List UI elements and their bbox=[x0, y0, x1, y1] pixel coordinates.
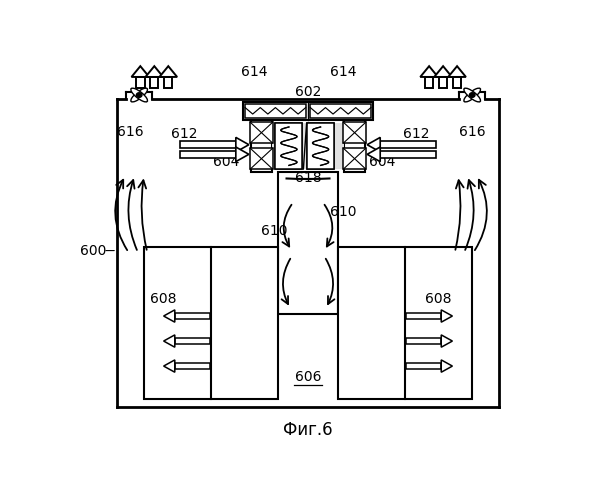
Text: 618: 618 bbox=[294, 171, 322, 185]
Text: 610: 610 bbox=[261, 224, 287, 238]
Bar bbox=[310, 104, 371, 118]
Ellipse shape bbox=[464, 88, 481, 102]
Polygon shape bbox=[441, 335, 453, 347]
Bar bbox=[245, 104, 306, 118]
Polygon shape bbox=[367, 147, 380, 162]
Text: 600: 600 bbox=[80, 244, 106, 258]
Bar bbox=[343, 122, 366, 143]
Text: 610: 610 bbox=[331, 205, 357, 219]
Text: 616: 616 bbox=[117, 126, 144, 140]
Polygon shape bbox=[132, 66, 149, 77]
Text: 604: 604 bbox=[370, 155, 396, 169]
Polygon shape bbox=[145, 66, 163, 77]
Text: 612: 612 bbox=[403, 127, 430, 141]
Bar bbox=[275, 124, 302, 169]
Bar bbox=[175, 363, 210, 369]
Bar bbox=[250, 122, 273, 143]
Bar bbox=[425, 77, 433, 88]
Polygon shape bbox=[367, 138, 380, 152]
Bar bbox=[338, 246, 472, 399]
Bar bbox=[243, 102, 373, 120]
Bar bbox=[439, 77, 447, 88]
Bar bbox=[307, 124, 334, 169]
Bar bbox=[307, 124, 334, 169]
Ellipse shape bbox=[131, 88, 147, 102]
Polygon shape bbox=[163, 360, 175, 372]
Bar bbox=[380, 141, 436, 148]
Ellipse shape bbox=[464, 88, 481, 102]
Bar bbox=[344, 120, 365, 172]
Text: 612: 612 bbox=[171, 127, 197, 141]
Text: 606: 606 bbox=[294, 370, 322, 384]
Bar bbox=[180, 141, 236, 148]
Text: 604: 604 bbox=[213, 155, 239, 169]
Bar bbox=[180, 150, 236, 158]
Text: 614: 614 bbox=[330, 65, 356, 79]
Bar bbox=[144, 246, 278, 399]
Bar bbox=[343, 148, 366, 169]
Bar bbox=[272, 124, 344, 169]
Polygon shape bbox=[441, 360, 453, 372]
Bar bbox=[406, 363, 441, 369]
Circle shape bbox=[469, 92, 475, 98]
Bar bbox=[278, 172, 338, 314]
Bar bbox=[453, 77, 461, 88]
Circle shape bbox=[136, 92, 142, 98]
Bar bbox=[275, 124, 302, 169]
Bar bbox=[175, 338, 210, 344]
Bar bbox=[175, 313, 210, 319]
Ellipse shape bbox=[131, 88, 147, 102]
Polygon shape bbox=[236, 147, 249, 162]
Polygon shape bbox=[236, 138, 249, 152]
Polygon shape bbox=[435, 66, 452, 77]
Polygon shape bbox=[159, 66, 177, 77]
Text: 602: 602 bbox=[295, 84, 321, 98]
Bar bbox=[251, 120, 272, 172]
Polygon shape bbox=[163, 335, 175, 347]
Text: 608: 608 bbox=[150, 292, 177, 306]
Bar bbox=[406, 338, 441, 344]
Bar bbox=[250, 148, 273, 169]
Text: 614: 614 bbox=[241, 65, 267, 79]
Bar bbox=[136, 77, 144, 88]
Polygon shape bbox=[448, 66, 466, 77]
Text: 616: 616 bbox=[459, 126, 485, 140]
Polygon shape bbox=[163, 310, 175, 322]
Bar bbox=[150, 77, 159, 88]
Bar bbox=[406, 313, 441, 319]
Polygon shape bbox=[420, 66, 438, 77]
Text: 608: 608 bbox=[426, 292, 452, 306]
Text: Фиг.6: Фиг.6 bbox=[283, 420, 333, 438]
Polygon shape bbox=[441, 310, 453, 322]
Bar bbox=[164, 77, 172, 88]
Bar bbox=[380, 150, 436, 158]
